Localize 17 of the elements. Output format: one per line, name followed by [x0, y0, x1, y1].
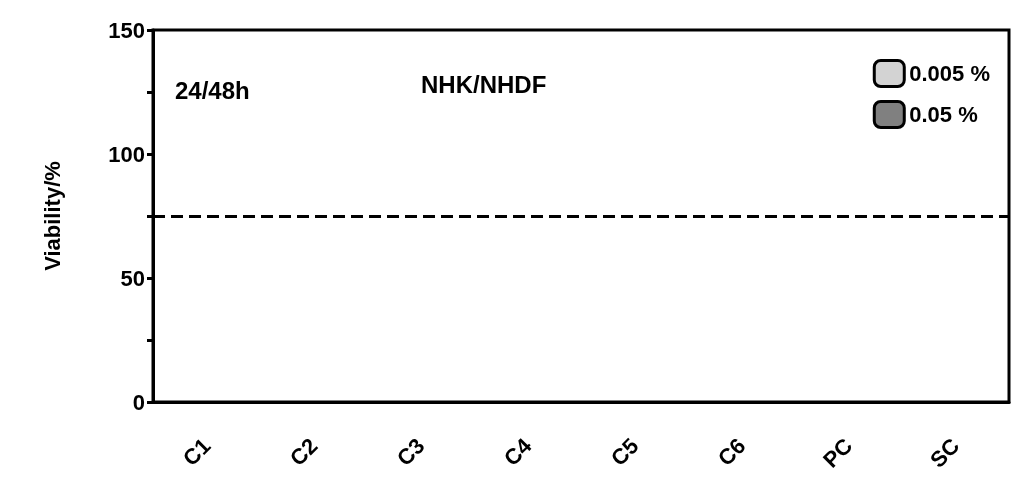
annotation: 24/48h — [175, 76, 250, 104]
x-tick-label: C5 — [605, 433, 644, 471]
y-tick-label: 50 — [120, 265, 145, 291]
y-tick-label: 150 — [108, 17, 145, 43]
legend-label: 0.05 % — [909, 102, 978, 127]
x-tick-label: C4 — [498, 432, 537, 471]
x-tick-label: C6 — [712, 433, 751, 471]
x-tick-label: SC — [925, 433, 965, 473]
annotation: NHK/NHDF — [421, 70, 547, 98]
y-tick-label: 0 — [132, 389, 145, 415]
y-axis-title: Viability/% — [39, 161, 65, 271]
y-tick-label: 100 — [108, 141, 145, 167]
x-tick-label: PC — [818, 433, 858, 473]
x-tick-label: C1 — [177, 433, 216, 471]
x-tick-label: C3 — [391, 433, 430, 471]
x-tick-label: C2 — [284, 433, 323, 471]
legend-label: 0.005 % — [909, 61, 991, 86]
